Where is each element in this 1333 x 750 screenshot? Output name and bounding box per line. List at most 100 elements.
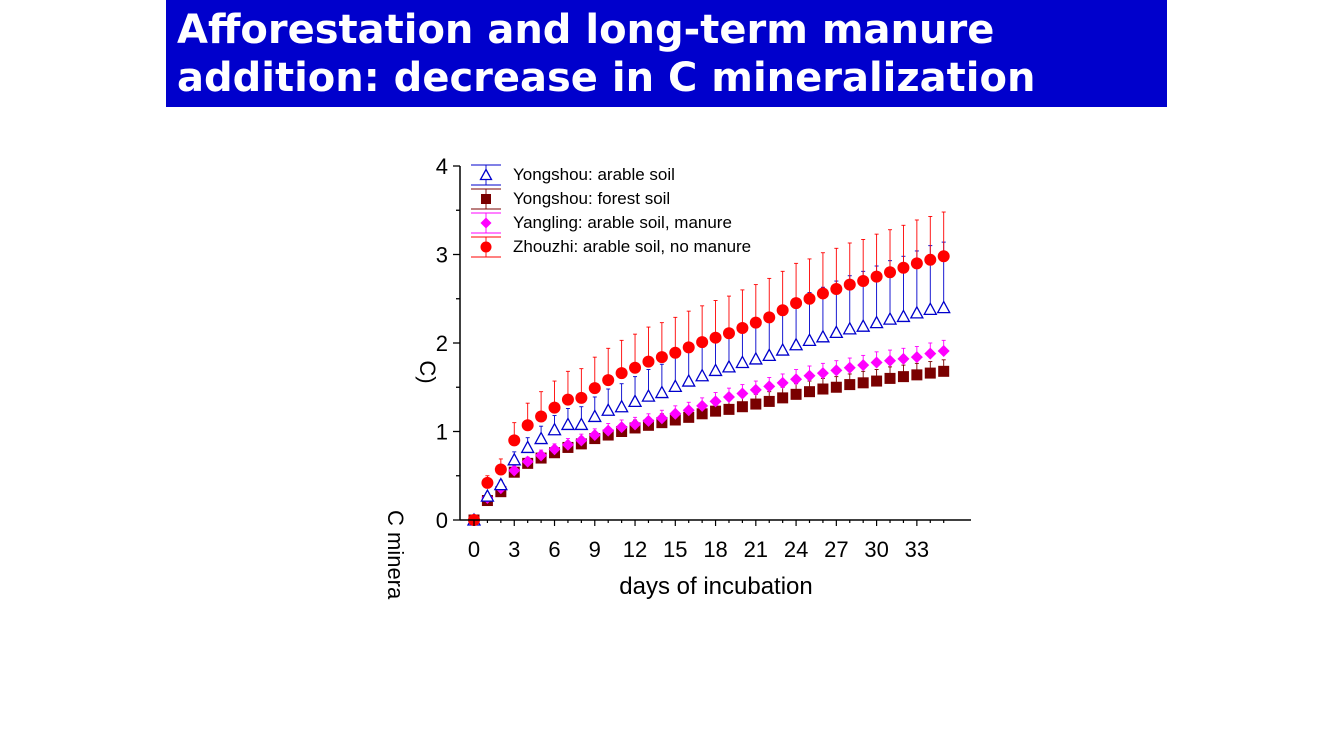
y-tick-label: 4: [436, 154, 448, 179]
data-point: [775, 342, 790, 356]
data-point: [924, 367, 936, 379]
legend-label: Zhouzhi: arable soil, no manure: [513, 237, 751, 256]
data-point: [830, 381, 842, 393]
x-tick-label: 21: [744, 537, 768, 562]
data-point: [857, 275, 870, 288]
data-point: [804, 386, 815, 398]
data-point: [480, 488, 495, 502]
data-point: [547, 422, 562, 436]
data-point: [642, 414, 655, 427]
x-tick-label: 24: [784, 537, 808, 562]
y-tick-label: 1: [436, 420, 448, 445]
data-point: [936, 300, 951, 314]
chart-legend: Yongshou: arable soil Yongshou: forest so…: [471, 164, 751, 258]
data-point: [842, 321, 857, 335]
data-point: [521, 419, 534, 432]
data-point: [521, 455, 534, 468]
data-point: [736, 321, 749, 334]
y-tick-label: 2: [436, 331, 448, 356]
data-point: [493, 477, 508, 491]
data-point: [790, 388, 802, 400]
data-point: [870, 356, 883, 369]
data-point: [535, 410, 548, 423]
data-point: [723, 403, 735, 415]
data-point: [588, 382, 601, 395]
data-point: [629, 361, 642, 374]
series-3: [468, 211, 950, 526]
data-point: [548, 401, 561, 414]
data-point: [748, 351, 763, 365]
data-point: [520, 440, 535, 454]
data-point: [655, 351, 668, 364]
data-point: [896, 309, 911, 323]
data-point: [911, 369, 923, 381]
data-point: [884, 266, 897, 279]
data-point: [816, 287, 829, 300]
data-point: [508, 434, 521, 447]
data-point: [709, 331, 722, 344]
data-point: [763, 380, 776, 393]
x-tick-label: 33: [905, 537, 929, 562]
data-point: [937, 344, 950, 357]
legend-marker: [479, 168, 493, 181]
data-point: [897, 371, 909, 383]
data-point: [897, 352, 910, 365]
data-point: [587, 409, 602, 423]
data-point: [682, 404, 695, 417]
data-point: [507, 452, 522, 466]
data-point: [575, 391, 588, 404]
y-axis-label-fragment: C): [415, 360, 440, 383]
series-layer: [466, 211, 951, 526]
data-point: [574, 417, 589, 431]
data-point: [615, 367, 628, 380]
data-point: [790, 297, 803, 310]
data-point: [654, 385, 669, 399]
slide-title-line-2: addition: decrease in C mineralization: [177, 55, 1036, 101]
data-point: [803, 292, 816, 305]
data-point: [615, 421, 628, 434]
legend-label: Yongshou: forest soil: [513, 189, 670, 208]
data-point: [534, 431, 549, 445]
data-point: [710, 405, 722, 417]
data-point: [910, 351, 923, 364]
data-point: [641, 388, 656, 402]
data-point: [857, 377, 869, 389]
data-point: [669, 414, 681, 426]
data-point: [803, 369, 816, 382]
data-point: [736, 387, 749, 400]
data-point: [696, 399, 709, 412]
data-point: [629, 418, 642, 431]
legend-label: Yongshou: arable soil: [513, 165, 675, 184]
data-point: [696, 408, 708, 420]
legend-label: Yangling: arable soil, manure: [513, 213, 732, 232]
data-point: [938, 365, 950, 377]
data-point: [843, 361, 856, 374]
data-point: [802, 332, 817, 346]
data-point: [561, 438, 574, 451]
data-point: [829, 325, 844, 339]
x-tick-label: 3: [508, 537, 520, 562]
data-point: [897, 261, 910, 274]
legend-item-3: Zhouzhi: arable soil, no manure: [471, 236, 751, 258]
data-point: [750, 398, 762, 410]
data-point: [870, 270, 883, 283]
data-point: [830, 364, 843, 377]
data-point: [816, 367, 829, 380]
x-tick-label: 6: [548, 537, 560, 562]
legend-item-0: Yongshou: arable soil: [471, 164, 675, 186]
slide-title-line-1: Afforestation and long-term manure: [177, 7, 995, 53]
data-point: [844, 379, 856, 391]
x-tick-label: 9: [589, 537, 601, 562]
data-point: [548, 443, 561, 456]
data-point: [790, 373, 803, 386]
data-point: [763, 311, 776, 324]
data-point: [735, 355, 750, 369]
data-point: [909, 305, 924, 319]
data-point: [736, 401, 748, 413]
data-point: [777, 392, 789, 404]
data-point: [910, 257, 923, 270]
data-point: [722, 327, 735, 340]
data-point: [481, 476, 494, 489]
x-tick-label: 15: [663, 537, 687, 562]
